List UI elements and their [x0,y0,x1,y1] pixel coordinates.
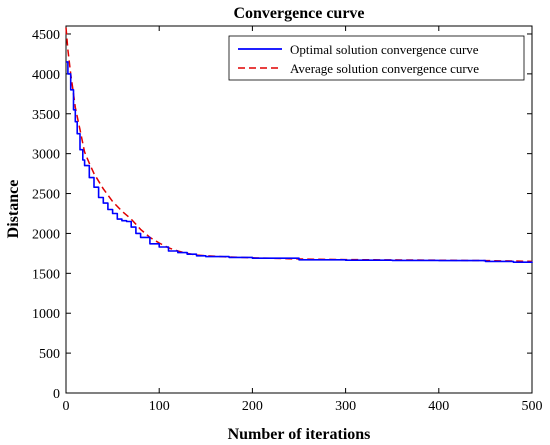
y-tick-label: 4500 [32,28,60,43]
y-tick-label: 0 [53,387,60,402]
x-tick-label: 100 [149,399,170,414]
series-line-optimal [66,61,533,263]
y-tick-label: 500 [39,347,60,362]
legend-box [228,35,525,81]
chart-title: Convergence curve [233,5,364,22]
y-tick-label: 2500 [32,188,60,203]
x-axis-label: Number of iterations [228,426,371,443]
x-tick-label: 0 [63,399,70,414]
plot-area [65,25,533,394]
x-tick-label: 300 [335,399,356,414]
ticks-layer: 0 100 200 300 400 500 0 500 1000 1500 2000 2500 3000… [32,26,543,414]
series-layer [65,27,533,263]
y-axis-label: Distance [5,180,22,239]
x-tick-label: 500 [522,399,543,414]
legend-label-optimal: Optimal solution convergence curve [290,42,479,57]
x-tick-label: 200 [242,399,263,414]
y-tick-label: 4000 [32,68,60,83]
y-tick-label: 1500 [32,267,60,282]
legend-label-average: Average solution convergence curve [290,61,479,76]
x-tick-label: 400 [428,399,449,414]
legend: Optimal solution convergence curve Avera… [228,35,525,81]
y-tick-label: 1000 [32,307,60,322]
y-tick-label: 3000 [32,148,60,163]
y-tick-label: 3500 [32,108,60,123]
y-tick-label: 2000 [32,227,60,242]
